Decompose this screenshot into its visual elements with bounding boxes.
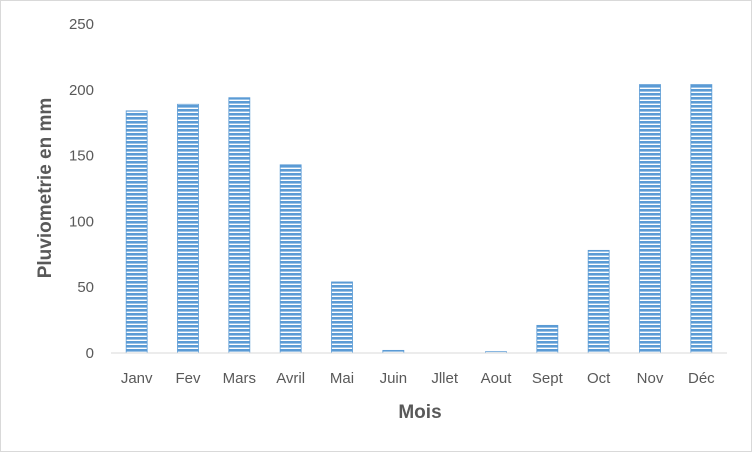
y-tick-label: 100 [69,213,94,230]
x-tick-label: Juin [380,370,408,387]
bars [125,84,713,354]
x-tick-label: Oct [587,370,611,387]
x-tick-label: Nov [637,370,664,387]
x-tick-label: Sept [532,370,564,387]
bar-avril [279,164,302,354]
x-tick-label: Aout [481,370,513,387]
x-axis: Janv Fev Mars Avril Mai Juin Jllet Aout Sept Oct N… [121,370,715,387]
x-tick-label: Mars [223,370,256,387]
y-tick-label: 50 [77,279,94,296]
bar-oct [587,249,610,354]
x-tick-label: Jllet [431,370,459,387]
bar-mai [331,281,353,354]
x-tick-label: Fev [175,370,201,387]
bar-sept [536,324,559,354]
y-tick-label: 150 [69,148,94,165]
bar-déc [690,84,713,354]
x-tick-label: Avril [276,370,305,387]
x-tick-label: Mai [330,370,354,387]
bar-mars [228,97,251,354]
y-tick-label: 200 [69,82,94,99]
y-tick-label: 0 [86,345,94,362]
y-tick-label: 250 [69,16,94,33]
x-tick-label: Déc [688,370,715,387]
y-axis-title: Pluviometrie en mm [35,98,56,279]
x-tick-label: Janv [121,370,153,387]
bar-janv [125,110,148,354]
y-axis: 0 50 100 150 200 250 [69,16,94,362]
bar-nov [639,84,661,354]
bar-fev [177,103,199,354]
x-axis-title: Mois [398,402,441,423]
